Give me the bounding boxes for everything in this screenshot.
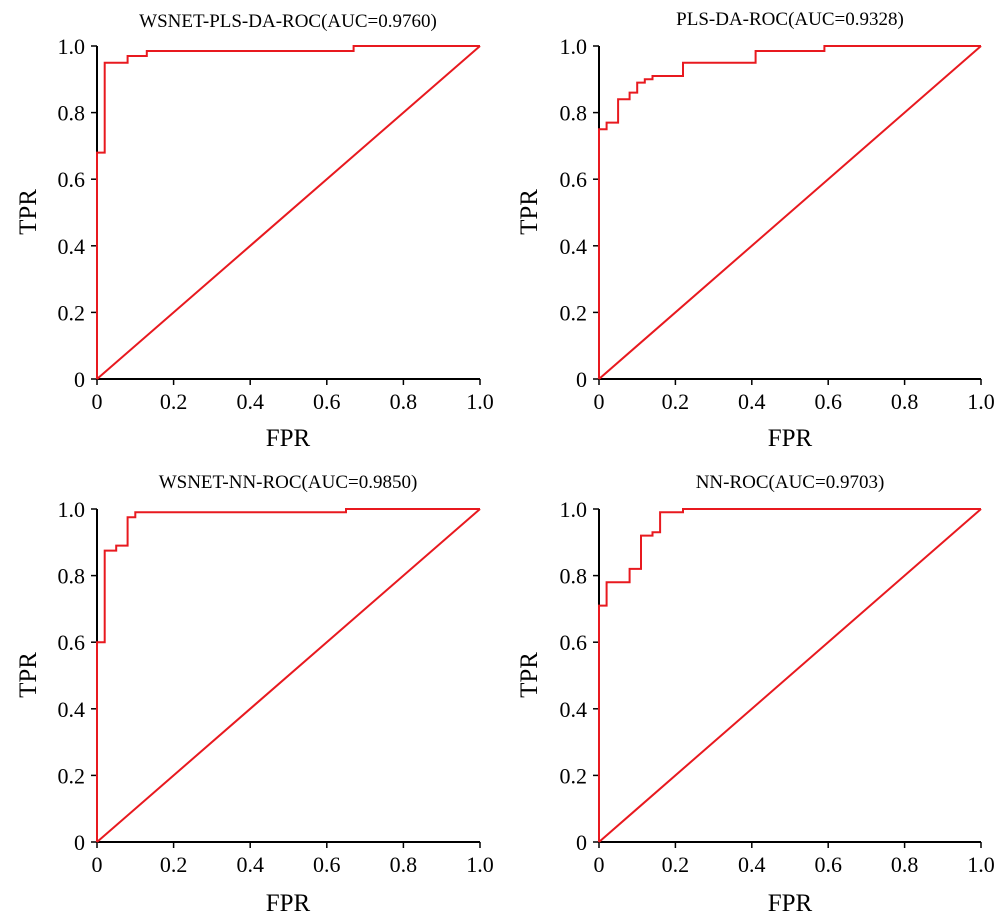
chart-title: PLS-DA-ROC(AUC=0.9328) [676, 9, 904, 30]
y-tick-label: 0.2 [560, 763, 588, 788]
y-tick-label: 0.8 [560, 101, 588, 126]
x-tick-label: 1.0 [967, 852, 995, 877]
y-tick-label: 1.0 [58, 497, 86, 522]
y-tick-label: 0.6 [58, 167, 86, 192]
y-tick-label: 0.8 [58, 564, 86, 589]
x-tick-label: 0.6 [313, 852, 341, 877]
y-tick-label: 0.4 [58, 234, 86, 259]
roc-panel-wsnet-nn: WSNET-NN-ROC(AUC=0.9850) FPR TPR 0 0.2 0.4… [15, 472, 494, 917]
x-axis-label: FPR [768, 890, 813, 917]
x-axis-label: FPR [266, 890, 311, 917]
y-axis-label: TPR [15, 652, 42, 698]
x-tick-label: 0.6 [814, 852, 842, 877]
x-tick-label: 0 [594, 389, 605, 414]
y-axis-label: TPR [516, 652, 543, 698]
diagonal-reference-line [96, 508, 481, 843]
x-tick-label: 1.0 [466, 852, 494, 877]
x-tick-label: 0.4 [236, 852, 264, 877]
y-tick-label: 0 [74, 830, 85, 855]
roc-curve [598, 508, 981, 842]
y-tick-label: 1.0 [560, 497, 588, 522]
x-axis-label: FPR [266, 425, 311, 452]
y-tick-label: 0.8 [560, 564, 588, 589]
y-tick-label: 0.6 [560, 630, 588, 655]
y-tick-label: 0.4 [560, 697, 588, 722]
roc-curve [598, 45, 981, 379]
x-tick-label: 0 [92, 852, 103, 877]
x-tick-label: 1.0 [466, 389, 494, 414]
roc-panel-nn: NN-ROC(AUC=0.9703) FPR TPR 0 0.2 0.4 0.6 0.8… [516, 472, 995, 917]
x-tick-label: 0.8 [891, 852, 919, 877]
chart-title: WSNET-NN-ROC(AUC=0.9850) [159, 472, 418, 493]
x-tick-label: 0.8 [891, 389, 919, 414]
x-tick-label: 0.6 [814, 389, 842, 414]
roc-panel-wsnet-pls-da: WSNET-PLS-DA-ROC(AUC=0.9760) FPR TPR 0 0.… [15, 11, 494, 452]
y-tick-label: 0.4 [560, 234, 588, 259]
x-tick-label: 0 [92, 389, 103, 414]
y-tick-label: 0 [74, 367, 85, 392]
y-tick-label: 0.2 [58, 763, 86, 788]
x-tick-label: 0.2 [160, 852, 188, 877]
x-tick-label: 0.4 [738, 389, 766, 414]
roc-curve [96, 508, 480, 842]
diagonal-reference-line [96, 45, 481, 380]
x-tick-label: 0.2 [160, 389, 188, 414]
y-tick-label: 0 [576, 367, 587, 392]
chart-title: WSNET-PLS-DA-ROC(AUC=0.9760) [139, 11, 437, 32]
y-tick-label: 1.0 [560, 34, 588, 59]
y-axis-label: TPR [15, 189, 42, 235]
y-tick-label: 0.8 [58, 101, 86, 126]
y-tick-label: 0.4 [58, 697, 86, 722]
x-tick-label: 0.2 [662, 389, 690, 414]
x-axis-label: FPR [768, 425, 813, 452]
x-tick-label: 0.4 [236, 389, 264, 414]
y-tick-label: 0.6 [560, 167, 588, 192]
y-tick-label: 0.2 [560, 300, 588, 325]
x-tick-label: 0.6 [313, 389, 341, 414]
roc-panel-pls-da: PLS-DA-ROC(AUC=0.9328) FPR TPR 0 0.2 0.4 0.… [516, 9, 995, 452]
y-tick-label: 0.2 [58, 300, 86, 325]
y-tick-label: 0.6 [58, 630, 86, 655]
roc-curve [96, 45, 480, 379]
y-tick-label: 0 [576, 830, 587, 855]
diagonal-reference-line [598, 45, 982, 380]
chart-title: NN-ROC(AUC=0.9703) [696, 472, 885, 493]
y-axis-label: TPR [516, 189, 543, 235]
diagonal-reference-line [598, 508, 982, 843]
x-tick-label: 0.8 [390, 852, 418, 877]
y-tick-label: 1.0 [58, 34, 86, 59]
x-tick-label: 0.4 [738, 852, 766, 877]
x-tick-label: 1.0 [967, 389, 995, 414]
x-tick-label: 0.8 [390, 389, 418, 414]
x-tick-label: 0 [594, 852, 605, 877]
x-tick-label: 0.2 [662, 852, 690, 877]
